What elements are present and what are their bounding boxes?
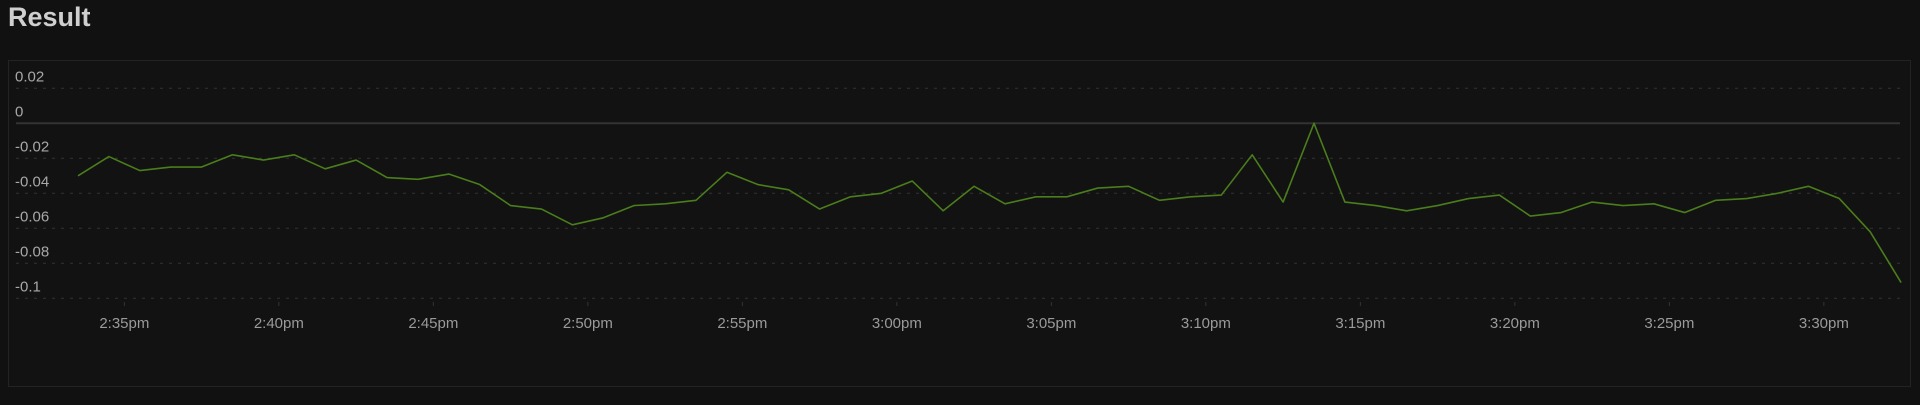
x-tick-label: 2:40pm [254,315,304,332]
y-tick-label: 0 [15,103,23,120]
x-tick-label: 2:35pm [99,315,149,332]
y-tick-label: -0.08 [15,243,49,260]
page-title: Result [8,2,91,32]
x-tick-label: 3:30pm [1799,315,1849,332]
y-tick-label: -0.06 [15,208,49,225]
x-tick-label: 3:10pm [1181,315,1231,332]
chart-panel [8,60,1911,387]
x-tick-label: 3:00pm [872,315,922,332]
x-tick-label: 3:15pm [1335,315,1385,332]
x-tick-label: 2:50pm [563,315,613,332]
x-tick-label: 3:25pm [1644,315,1694,332]
x-tick-label: 2:45pm [408,315,458,332]
y-tick-label: -0.04 [15,173,49,190]
x-tick-label: 3:20pm [1490,315,1540,332]
x-tick-label: 2:55pm [717,315,767,332]
y-tick-label: 0.02 [15,68,44,85]
y-tick-label: -0.02 [15,138,49,155]
y-tick-label: -0.1 [15,278,41,295]
x-tick-label: 3:05pm [1026,315,1076,332]
series-line [77,122,1902,283]
